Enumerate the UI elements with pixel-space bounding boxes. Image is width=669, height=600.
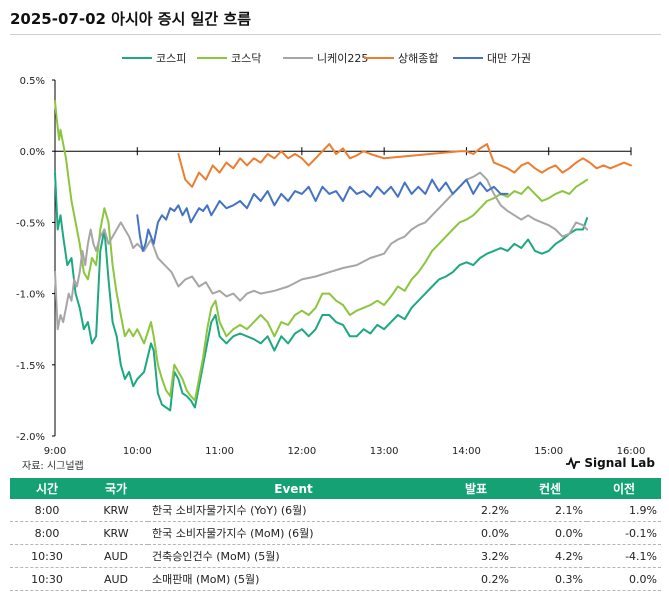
y-tick-label: -1.5% [16,361,45,372]
x-tick-label: 11:00 [205,446,234,457]
legend-label: 대만 가권 [487,52,531,65]
legend-swatch [122,57,152,59]
signal-wave-icon [566,457,581,469]
table-row: 8:00 KRW 한국 소비자물가지수 (YoY) (6월) 2.2% 2.1%… [10,499,661,522]
cell-time: 8:00 [10,521,84,545]
legend-swatch [364,57,394,59]
cell-actual: 2.2% [439,499,513,522]
legend-swatch [283,57,313,59]
legend-item: 대만 가권 [453,50,531,66]
cell-consensus: 0.0% [513,521,587,545]
chart-legend: 코스피 코스닥 니케이225 상해종합 대만 가권 [0,50,669,68]
cell-event: 소매판매 (MoM) (5월) [148,567,439,591]
cell-time: 10:30 [10,544,84,568]
header-time: 시간 [10,478,84,499]
cell-previous: 1.9% [587,499,661,522]
series-line [177,143,632,188]
cell-time: 8:00 [10,499,84,522]
cell-event: 한국 소비자물가지수 (MoM) (6월) [148,521,439,545]
cell-previous: 0.0% [587,567,661,591]
table-header-row: 시간 국가 Event 발표 컨센 이전 [10,478,661,499]
legend-label: 니케이225 [317,52,369,65]
legend-label: 코스피 [156,52,187,65]
cell-time: 10:30 [10,567,84,591]
legend-swatch [197,57,227,59]
series-line [136,178,509,252]
legend-item: 코스닥 [197,50,261,66]
x-tick-label: 9:00 [44,446,66,457]
series-line [54,171,589,412]
y-tick-label: -0.5% [16,218,45,229]
header-actual: 발표 [439,478,513,499]
legend-label: 코스닥 [231,52,262,65]
legend-item: 상해종합 [364,50,438,66]
legend-label: 상해종합 [398,52,439,65]
series-line [54,171,589,331]
legend-item: 코스피 [122,50,186,66]
cell-country: KRW [84,521,148,545]
brand-name: Signal Lab [584,456,655,470]
cell-country: AUD [84,544,148,568]
page-title: 2025-07-02 아시아 증시 일간 흐름 [10,10,252,28]
source-note: 자료: 시그널랩 [22,461,84,472]
header-country: 국가 [84,478,148,499]
table-row: 10:30 AUD 소매판매 (MoM) (5월) 0.2% 0.3% 0.0% [10,567,661,591]
y-tick-label: -2.0% [16,432,45,443]
cell-actual: 0.2% [439,567,513,591]
cell-consensus: 4.2% [513,544,587,568]
cell-previous: -4.1% [587,544,661,568]
legend-swatch [453,57,483,59]
x-tick-label: 10:00 [123,446,152,457]
economic-events-table: 시간 국가 Event 발표 컨센 이전 8:00 KRW 한국 소비자물가지수… [10,478,661,591]
y-tick-label: -1.0% [16,290,45,301]
cell-actual: 3.2% [439,544,513,568]
cell-consensus: 2.1% [513,499,587,522]
header-consensus: 컨센 [513,478,587,499]
x-tick-label: 12:00 [287,446,316,457]
y-tick-label: 0.0% [20,147,45,158]
series-line [54,100,589,402]
chart-area: 0.5% 0.0% -0.5% -1.0% -1.5% -2.0% 9:00 10:00 11:… [0,40,669,460]
header-previous: 이전 [587,478,661,499]
header-event: Event [148,478,439,499]
cell-event: 건축승인건수 (MoM) (5월) [148,544,439,568]
y-tick-label: 0.5% [20,76,45,87]
title-divider [10,34,661,35]
x-tick-label: 14:00 [452,446,481,457]
x-tick-label: 15:00 [534,446,563,457]
cell-actual: 0.0% [439,521,513,545]
cell-previous: -0.1% [587,521,661,545]
brand-logo: Signal Lab [566,456,655,470]
legend-item: 니케이225 [283,50,368,66]
table-row: 10:30 AUD 건축승인건수 (MoM) (5월) 3.2% 4.2% -4… [10,544,661,568]
table-row: 8:00 KRW 한국 소비자물가지수 (MoM) (6월) 0.0% 0.0%… [10,521,661,545]
cell-country: AUD [84,567,148,591]
cell-country: KRW [84,499,148,522]
cell-consensus: 0.3% [513,567,587,591]
line-chart: 0.5% 0.0% -0.5% -1.0% -1.5% -2.0% 9:00 10:00 11:… [16,76,646,457]
x-tick-label: 16:00 [617,446,646,457]
cell-event: 한국 소비자물가지수 (YoY) (6월) [148,499,439,522]
x-tick-label: 13:00 [370,446,399,457]
